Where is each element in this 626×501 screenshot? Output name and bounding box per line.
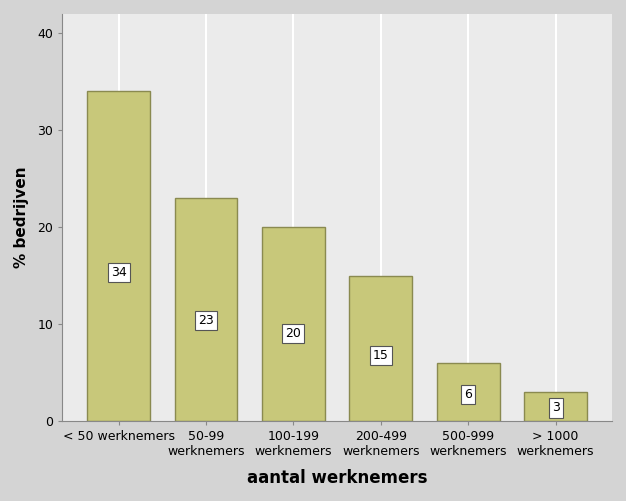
Text: 15: 15 <box>373 349 389 362</box>
Bar <box>524 392 587 421</box>
Text: 3: 3 <box>552 401 560 414</box>
Bar <box>262 227 325 421</box>
Y-axis label: % bedrijven: % bedrijven <box>14 167 29 268</box>
Bar <box>437 363 500 421</box>
Text: 34: 34 <box>111 266 126 279</box>
X-axis label: aantal werknemers: aantal werknemers <box>247 469 428 487</box>
Text: 6: 6 <box>464 388 472 401</box>
Bar <box>87 91 150 421</box>
Bar <box>175 198 237 421</box>
Bar <box>349 276 413 421</box>
Text: 23: 23 <box>198 314 214 327</box>
Text: 20: 20 <box>285 327 301 340</box>
